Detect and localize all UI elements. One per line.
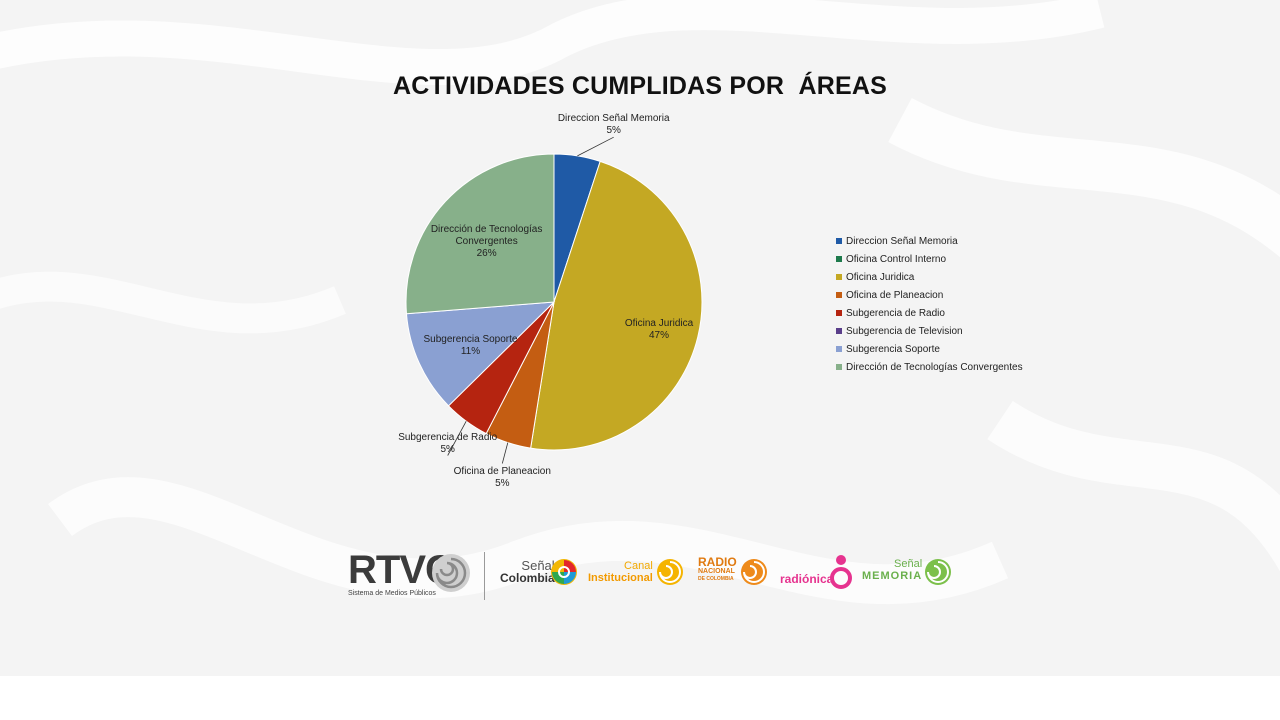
legend-label: Dirección de Tecnologías Convergentes <box>846 361 1023 373</box>
legend-item: Oficina de Planeacion <box>836 286 1023 304</box>
pie-data-label-2: Oficina Juridica 47% <box>625 318 693 342</box>
pie-data-label-4: Subgerencia de Radio 5% <box>398 432 497 456</box>
legend-item: Direccion Señal Memoria <box>836 232 1023 250</box>
legend-label: Subgerencia de Radio <box>846 307 945 319</box>
leader-line-0 <box>577 136 614 157</box>
radio-nacional-line1: RADIO <box>698 555 737 569</box>
legend-label: Oficina de Planeacion <box>846 289 944 301</box>
legend-swatch <box>836 256 842 262</box>
senal-colombia-logo: Señal Colombia <box>500 558 555 585</box>
senal-colombia-line1: Señal <box>521 558 555 573</box>
pie-data-label-line: 47% <box>648 329 670 341</box>
pie-slice-6 <box>405 301 556 407</box>
pie-data-label-3: Oficina de Planeacion 5% <box>454 466 551 490</box>
legend-item: Dirección de Tecnologías Convergentes <box>836 358 1023 376</box>
pie-data-label-line: 5% <box>495 477 510 489</box>
pie-data-label-7: Dirección de Tecnologías Convergentes 26% <box>431 224 543 260</box>
senal-memoria-line1: Señal <box>894 558 923 570</box>
legend-swatch <box>836 292 842 298</box>
pie-data-label-6: Subgerencia Soporte 11% <box>424 334 518 358</box>
pie-data-label-line: Subgerencia Soporte <box>423 334 518 346</box>
legend-swatch <box>836 238 842 244</box>
pie-slice-2 <box>530 160 703 451</box>
radio-nacional-line2: NACIONAL <box>698 568 735 575</box>
pie-data-label-line: Oficina Juridica <box>624 317 694 329</box>
radio-nacional-line3: DE COLOMBIA <box>698 576 734 582</box>
legend-item: Subgerencia de Television <box>836 322 1023 340</box>
senal-memoria-logo: Señal MEMORIA <box>862 558 922 582</box>
logo-divider <box>484 552 485 600</box>
chart-title: ACTIVIDADES CUMPLIDAS POR ÁREAS <box>393 72 887 100</box>
legend-swatch <box>836 364 842 370</box>
legend-item: Oficina Control Interno <box>836 250 1023 268</box>
pie-data-label-line: Oficina de Planeacion <box>453 465 551 477</box>
senal-colombia-swirl-icon <box>551 559 577 585</box>
pie-data-label-line: Direccion Señal Memoria <box>557 113 670 125</box>
pie-data-label-line: 26% <box>476 247 497 259</box>
rtvc-swirl-icon <box>432 554 470 592</box>
senal-colombia-line2: Colombia <box>500 571 555 585</box>
legend-item: Subgerencia Soporte <box>836 340 1023 358</box>
pie-data-label-0: Direccion Señal Memoria 5% <box>558 113 670 137</box>
canal-institucional-line1: Canal <box>624 560 653 572</box>
legend-label: Subgerencia Soporte <box>846 343 940 355</box>
senal-memoria-swirl-icon <box>925 559 951 585</box>
chart-legend: Direccion Señal Memoria Oficina Control I… <box>836 232 1023 376</box>
legend-swatch <box>836 310 842 316</box>
rtvc-tagline: Sistema de Medios Públicos <box>348 590 436 597</box>
legend-label: Direccion Señal Memoria <box>846 235 958 247</box>
legend-swatch <box>836 346 842 352</box>
legend-label: Subgerencia de Television <box>846 325 963 337</box>
canal-institucional-logo: Canal Institucional <box>588 560 653 584</box>
pie-data-label-line: Convergentes <box>455 235 518 247</box>
pie-slice-7 <box>405 153 555 315</box>
radionica-logo: radiónica <box>780 572 834 586</box>
logo-strip: RTVC Sistema de Medios Públicos Señal Co… <box>348 548 958 602</box>
legend-swatch <box>836 274 842 280</box>
leader-line-4 <box>447 421 467 456</box>
legend-swatch <box>836 328 842 334</box>
legend-item: Subgerencia de Radio <box>836 304 1023 322</box>
canal-institucional-line2: Institucional <box>588 572 653 584</box>
radionica-mark-icon <box>830 555 852 589</box>
radio-nacional-swirl-icon <box>741 559 767 585</box>
radio-nacional-logo: RADIO NACIONAL DE COLOMBIA <box>698 556 737 582</box>
legend-item: Oficina Juridica <box>836 268 1023 286</box>
pie-data-label-line: Dirección de Tecnologías <box>430 223 543 235</box>
bottom-white-bar <box>0 676 1280 720</box>
canal-institucional-swirl-icon <box>657 559 683 585</box>
leader-line-3 <box>501 442 509 464</box>
pie-data-label-line: 5% <box>606 125 621 137</box>
pie-data-label-line: 5% <box>440 443 455 455</box>
senal-memoria-line2: MEMORIA <box>862 570 923 582</box>
pie-data-label-line: Subgerencia de Radio <box>398 431 498 443</box>
legend-label: Oficina Juridica <box>846 271 915 283</box>
legend-label: Oficina Control Interno <box>846 253 947 265</box>
pie-data-label-line: 11% <box>460 346 481 358</box>
